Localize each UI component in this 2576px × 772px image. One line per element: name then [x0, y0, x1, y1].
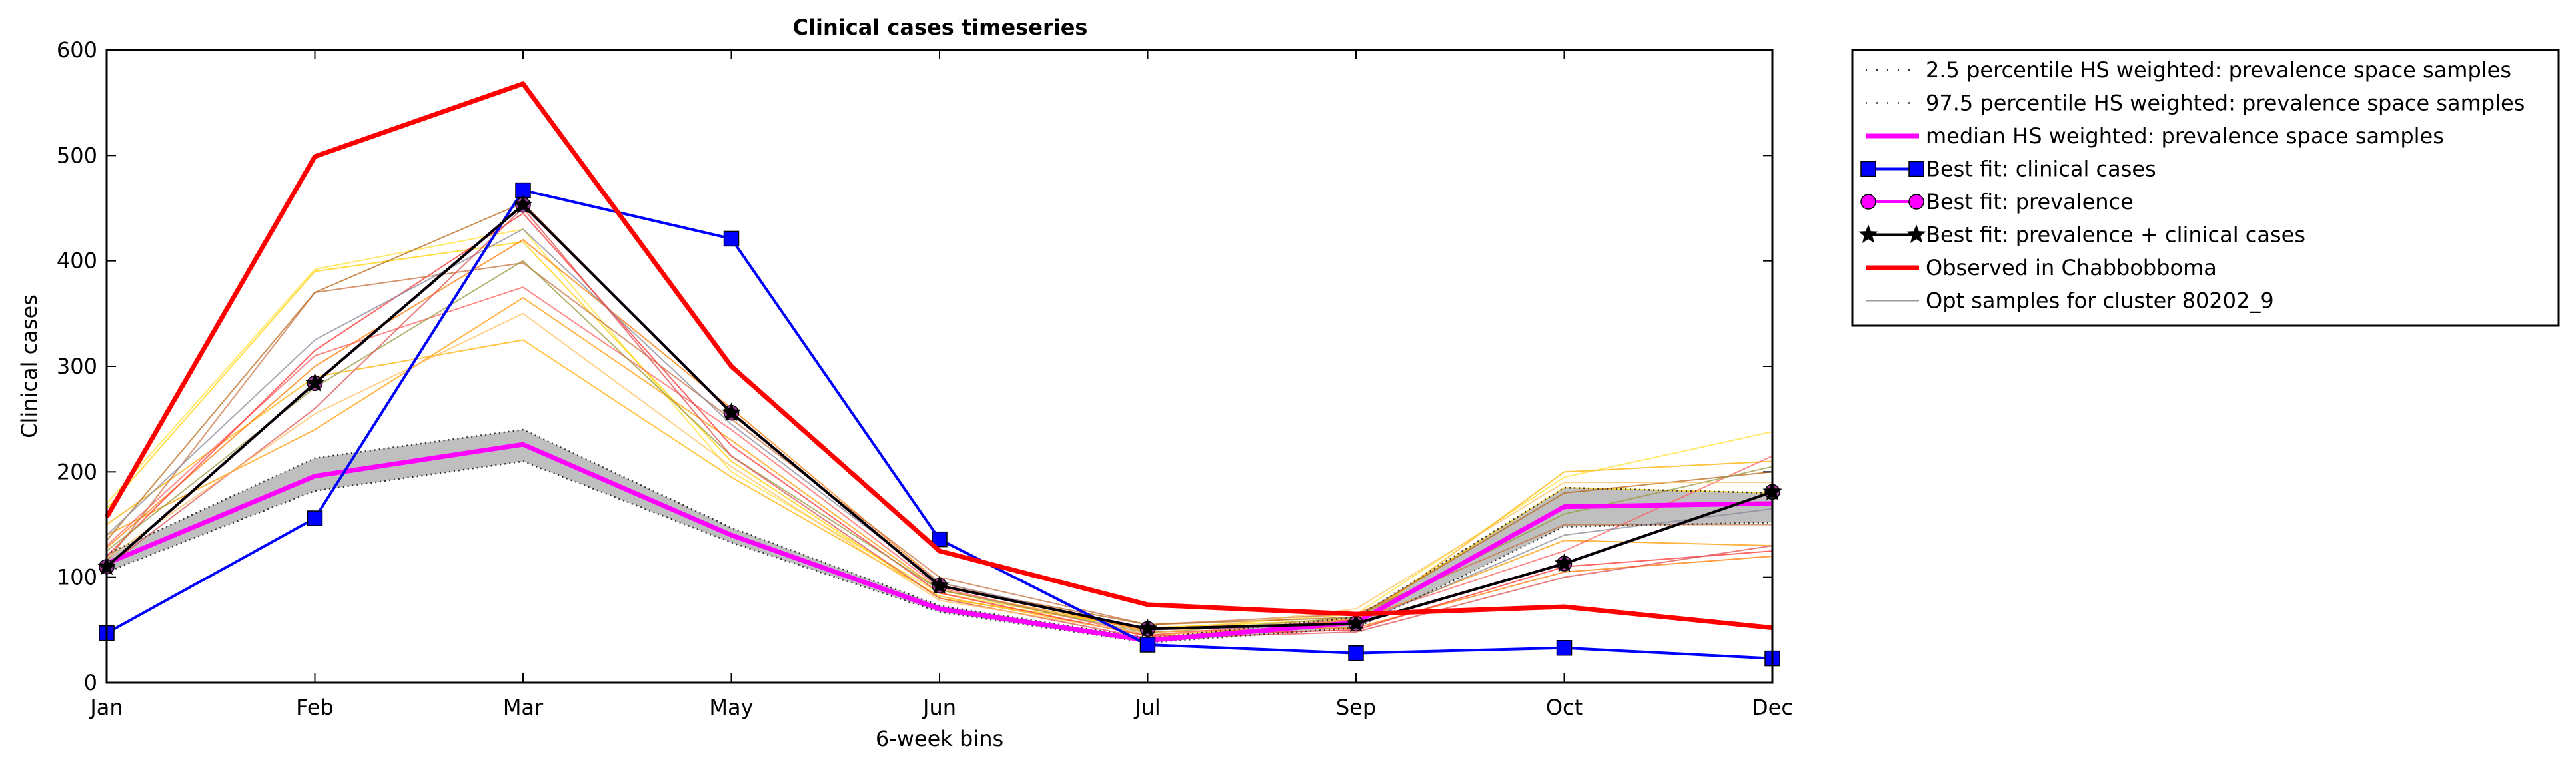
best-fit-clinical-marker-1: [307, 510, 323, 526]
legend-box: [1851, 49, 2560, 327]
y-tick-label: 500: [57, 143, 97, 168]
best-fit-clinical-marker-3: [723, 230, 740, 247]
best-fit-combined-marker-7: [1554, 553, 1575, 572]
x-tick-label: Feb: [296, 695, 334, 720]
percentile-97-5-line: [106, 428, 1773, 639]
x-tick-label: May: [709, 695, 753, 720]
x-tick-label: Oct: [1546, 695, 1583, 720]
legend-label-6: Observed in Chabbobboma: [1926, 255, 2217, 280]
legend-marker-4-a: [1860, 194, 1876, 210]
legend-marker-3-b: [1908, 161, 1924, 177]
x-tick-label: Jan: [89, 695, 123, 720]
best-fit-combined-marker-1: [305, 372, 325, 392]
best-fit-combined-marker-3: [721, 402, 742, 422]
legend-marker-5-a: [1858, 224, 1878, 243]
y-tick-label: 200: [57, 459, 97, 484]
legend-marker-3-a: [1860, 161, 1876, 177]
best-fit-clinical-marker-7: [1556, 640, 1573, 656]
x-tick-label: Jul: [1133, 695, 1161, 720]
best-fit-combined-marker-2: [513, 194, 533, 214]
best-fit-combined-marker-4: [930, 575, 950, 594]
y-tick-label: 600: [57, 37, 97, 63]
best-fit-clinical-marker-5: [1139, 637, 1156, 653]
chart-title: Clinical cases timeseries: [793, 15, 1088, 40]
opt-sample-line-12: [106, 207, 1773, 639]
legend-label-2: median HS weighted: prevalence space sam…: [1926, 123, 2444, 149]
median-line: [105, 442, 1773, 643]
legend-label-1: 97.5 percentile HS weighted: prevalence …: [1926, 91, 2525, 116]
legend-label-4: Best fit: prevalence: [1926, 189, 2134, 214]
x-tick-label: Dec: [1752, 695, 1793, 720]
best-fit-combined-marker-6: [1346, 613, 1366, 632]
x-tick-label: Sep: [1336, 695, 1376, 720]
legend-marker-5-b: [1906, 224, 1926, 243]
axes: 0 100 200 300 400 500 600 Jan Feb Mar May Jun Jul Sep…: [57, 37, 1793, 720]
best-fit-clinical-marker-4: [932, 531, 948, 548]
best-fit-clinical-marker-6: [1348, 645, 1364, 661]
y-tick-label: 0: [84, 670, 97, 695]
percentile-2-5-line: [106, 460, 1773, 644]
opt-sample-line-3: [106, 339, 1773, 636]
legend-label-5: Best fit: prevalence + clinical cases: [1926, 222, 2305, 248]
y-tick-label: 400: [57, 248, 97, 274]
x-axis-label: 6-week bins: [876, 726, 1003, 751]
observed-line: [104, 81, 1773, 631]
opt-sample-line-13: [106, 312, 1772, 635]
legend-label-3: Best fit: clinical cases: [1926, 157, 2156, 182]
y-tick-label: 100: [57, 565, 97, 590]
legend-label-7: Opt samples for cluster 80202_9: [1926, 288, 2274, 314]
plot-area: [97, 81, 1782, 667]
y-axis-label: Clinical cases: [17, 294, 42, 438]
x-tick-label: Mar: [503, 695, 544, 720]
legend: 2.5 percentile HS weighted: prevalence s…: [1851, 49, 2560, 327]
x-tick-label: Jun: [922, 695, 956, 720]
y-tick-label: 300: [57, 354, 97, 379]
legend-label-0: 2.5 percentile HS weighted: prevalence s…: [1926, 57, 2511, 83]
best-fit-combined-marker-5: [1137, 618, 1158, 637]
legend-marker-4-b: [1908, 194, 1924, 210]
